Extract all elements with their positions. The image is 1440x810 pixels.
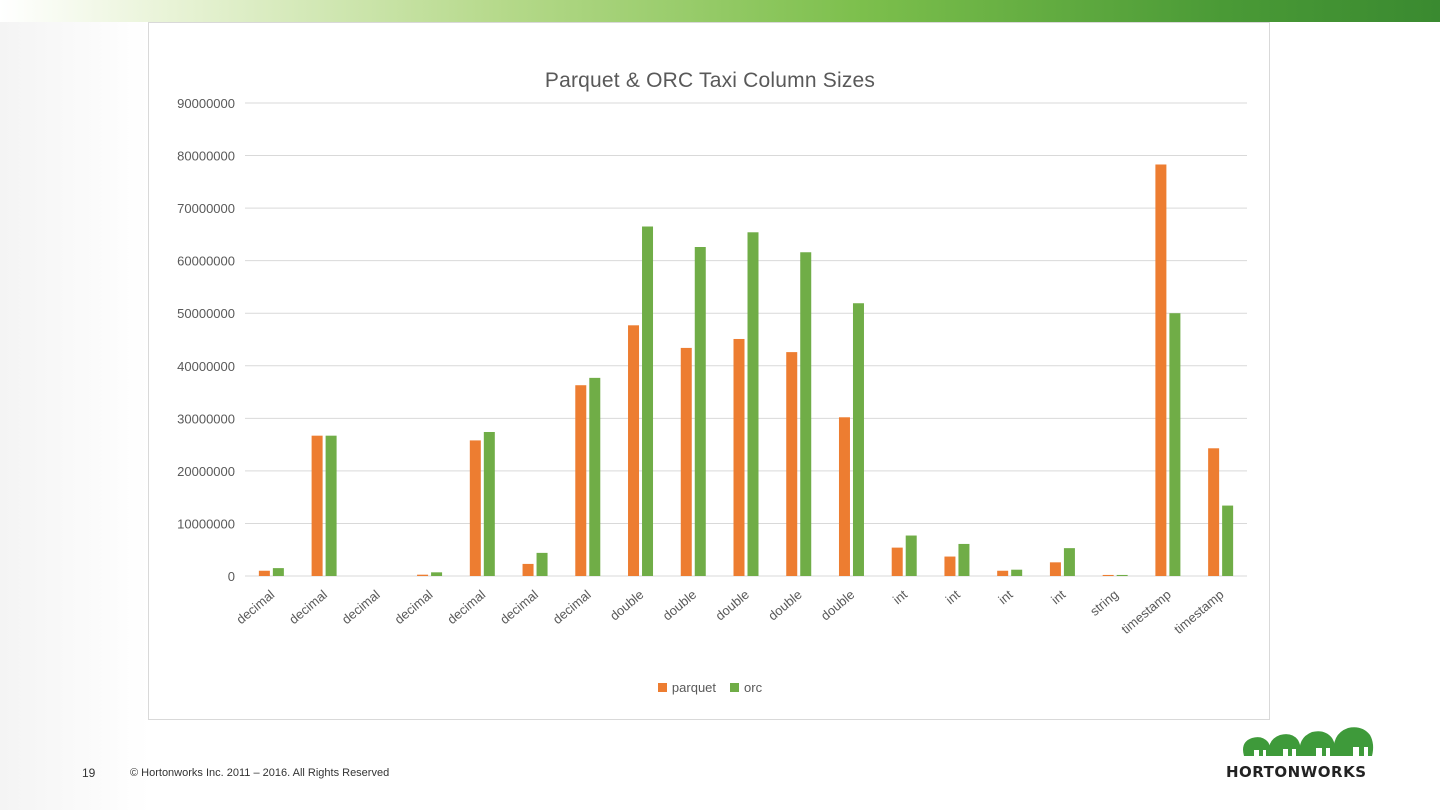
bar-orc xyxy=(958,543,970,576)
bar-parquet xyxy=(258,570,270,576)
bar-parquet xyxy=(1155,164,1167,577)
hortonworks-logo: HORTONWORKS xyxy=(1226,722,1386,784)
bar-orc xyxy=(800,252,812,576)
bar-orc xyxy=(1116,574,1128,576)
x-tick-label: decimal xyxy=(233,587,277,627)
bar-orc xyxy=(642,226,654,576)
bar-orc xyxy=(747,232,759,576)
bar-parquet xyxy=(1102,574,1114,576)
bar-parquet xyxy=(838,417,850,576)
y-tick-label: 40000000 xyxy=(177,359,235,374)
x-tick-label: decimal xyxy=(497,587,541,627)
x-tick-label: double xyxy=(818,587,858,624)
y-tick-label: 10000000 xyxy=(177,516,235,531)
chart-title: Parquet & ORC Taxi Column Sizes xyxy=(544,69,876,92)
bar-parquet xyxy=(628,325,640,576)
x-tick-label: decimal xyxy=(444,587,488,627)
legend-item-orc: orc xyxy=(730,680,762,695)
bar-parquet xyxy=(680,347,692,576)
bar-chart: 0 10000000 20000000 30000000 40000000 5000000… xyxy=(177,96,1247,637)
bar-orc xyxy=(905,535,917,576)
bar-parquet xyxy=(469,440,481,576)
bar-parquet xyxy=(891,547,903,576)
bar-parquet xyxy=(1208,448,1220,576)
x-tick-label: int xyxy=(890,587,910,608)
bar-orc xyxy=(1063,548,1075,576)
x-tick-label: timestamp xyxy=(1171,587,1227,637)
legend-swatch-parquet xyxy=(657,683,667,692)
y-tick-label: 0 xyxy=(228,569,235,584)
copyright-text: © Hortonworks Inc. 2011 – 2016. All Righ… xyxy=(130,767,390,779)
bar-parquet xyxy=(417,574,429,576)
elephant-logo-icon xyxy=(1243,727,1374,756)
y-tick-label: 70000000 xyxy=(177,201,235,216)
x-tick-label: double xyxy=(712,587,752,624)
x-tick-label: double xyxy=(607,587,647,624)
bar-orc xyxy=(589,377,601,576)
x-tick-label: int xyxy=(1048,587,1068,608)
x-tick-label: double xyxy=(765,587,805,624)
x-tick-label: timestamp xyxy=(1118,587,1174,637)
x-tick-label: decimal xyxy=(392,587,436,627)
x-tick-label: int xyxy=(995,587,1015,608)
legend-label-parquet: parquet xyxy=(671,680,717,695)
chart-frame: Parquet & ORC Taxi Column Sizes 0 1000000… xyxy=(148,22,1270,720)
bar-orc xyxy=(483,431,495,576)
legend-item-parquet: parquet xyxy=(657,680,717,695)
bar-orc xyxy=(694,247,706,576)
x-tick-label: string xyxy=(1087,587,1121,619)
bar-orc xyxy=(325,435,337,576)
legend-label-orc: orc xyxy=(744,680,763,695)
bar-parquet xyxy=(733,338,745,576)
x-tick-label: decimal xyxy=(339,587,383,627)
x-tick-label: decimal xyxy=(286,587,330,627)
bar-orc xyxy=(1011,569,1023,576)
y-tick-label: 20000000 xyxy=(177,464,235,479)
bar-parquet xyxy=(311,435,323,576)
bar-orc xyxy=(1222,505,1234,576)
logo-wordmark: HORTONWORKS xyxy=(1226,763,1367,781)
x-tick-label: decimal xyxy=(550,587,594,627)
bar-orc xyxy=(536,552,548,576)
bar-parquet xyxy=(997,570,1009,576)
bar-orc xyxy=(1169,313,1181,576)
bar-parquet xyxy=(522,563,534,576)
bar-parquet xyxy=(1049,562,1061,576)
slide-left-gradient xyxy=(0,0,150,810)
legend-swatch-orc xyxy=(730,683,740,692)
slide-top-accent-bar xyxy=(0,0,1440,22)
bar-orc xyxy=(431,572,443,576)
x-tick-label: int xyxy=(943,587,963,608)
bar-parquet xyxy=(944,556,956,576)
y-tick-label: 90000000 xyxy=(177,96,235,111)
page-number: 19 xyxy=(82,766,96,780)
bar-parquet xyxy=(575,385,587,576)
y-tick-label: 50000000 xyxy=(177,306,235,321)
y-tick-label: 60000000 xyxy=(177,254,235,269)
bar-orc xyxy=(272,568,284,576)
y-tick-label: 80000000 xyxy=(177,149,235,164)
bar-parquet xyxy=(786,352,798,576)
y-tick-label: 30000000 xyxy=(177,411,235,426)
x-tick-label: double xyxy=(660,587,700,624)
bar-orc xyxy=(852,303,864,576)
chart-legend: parquet orc xyxy=(149,680,1271,695)
